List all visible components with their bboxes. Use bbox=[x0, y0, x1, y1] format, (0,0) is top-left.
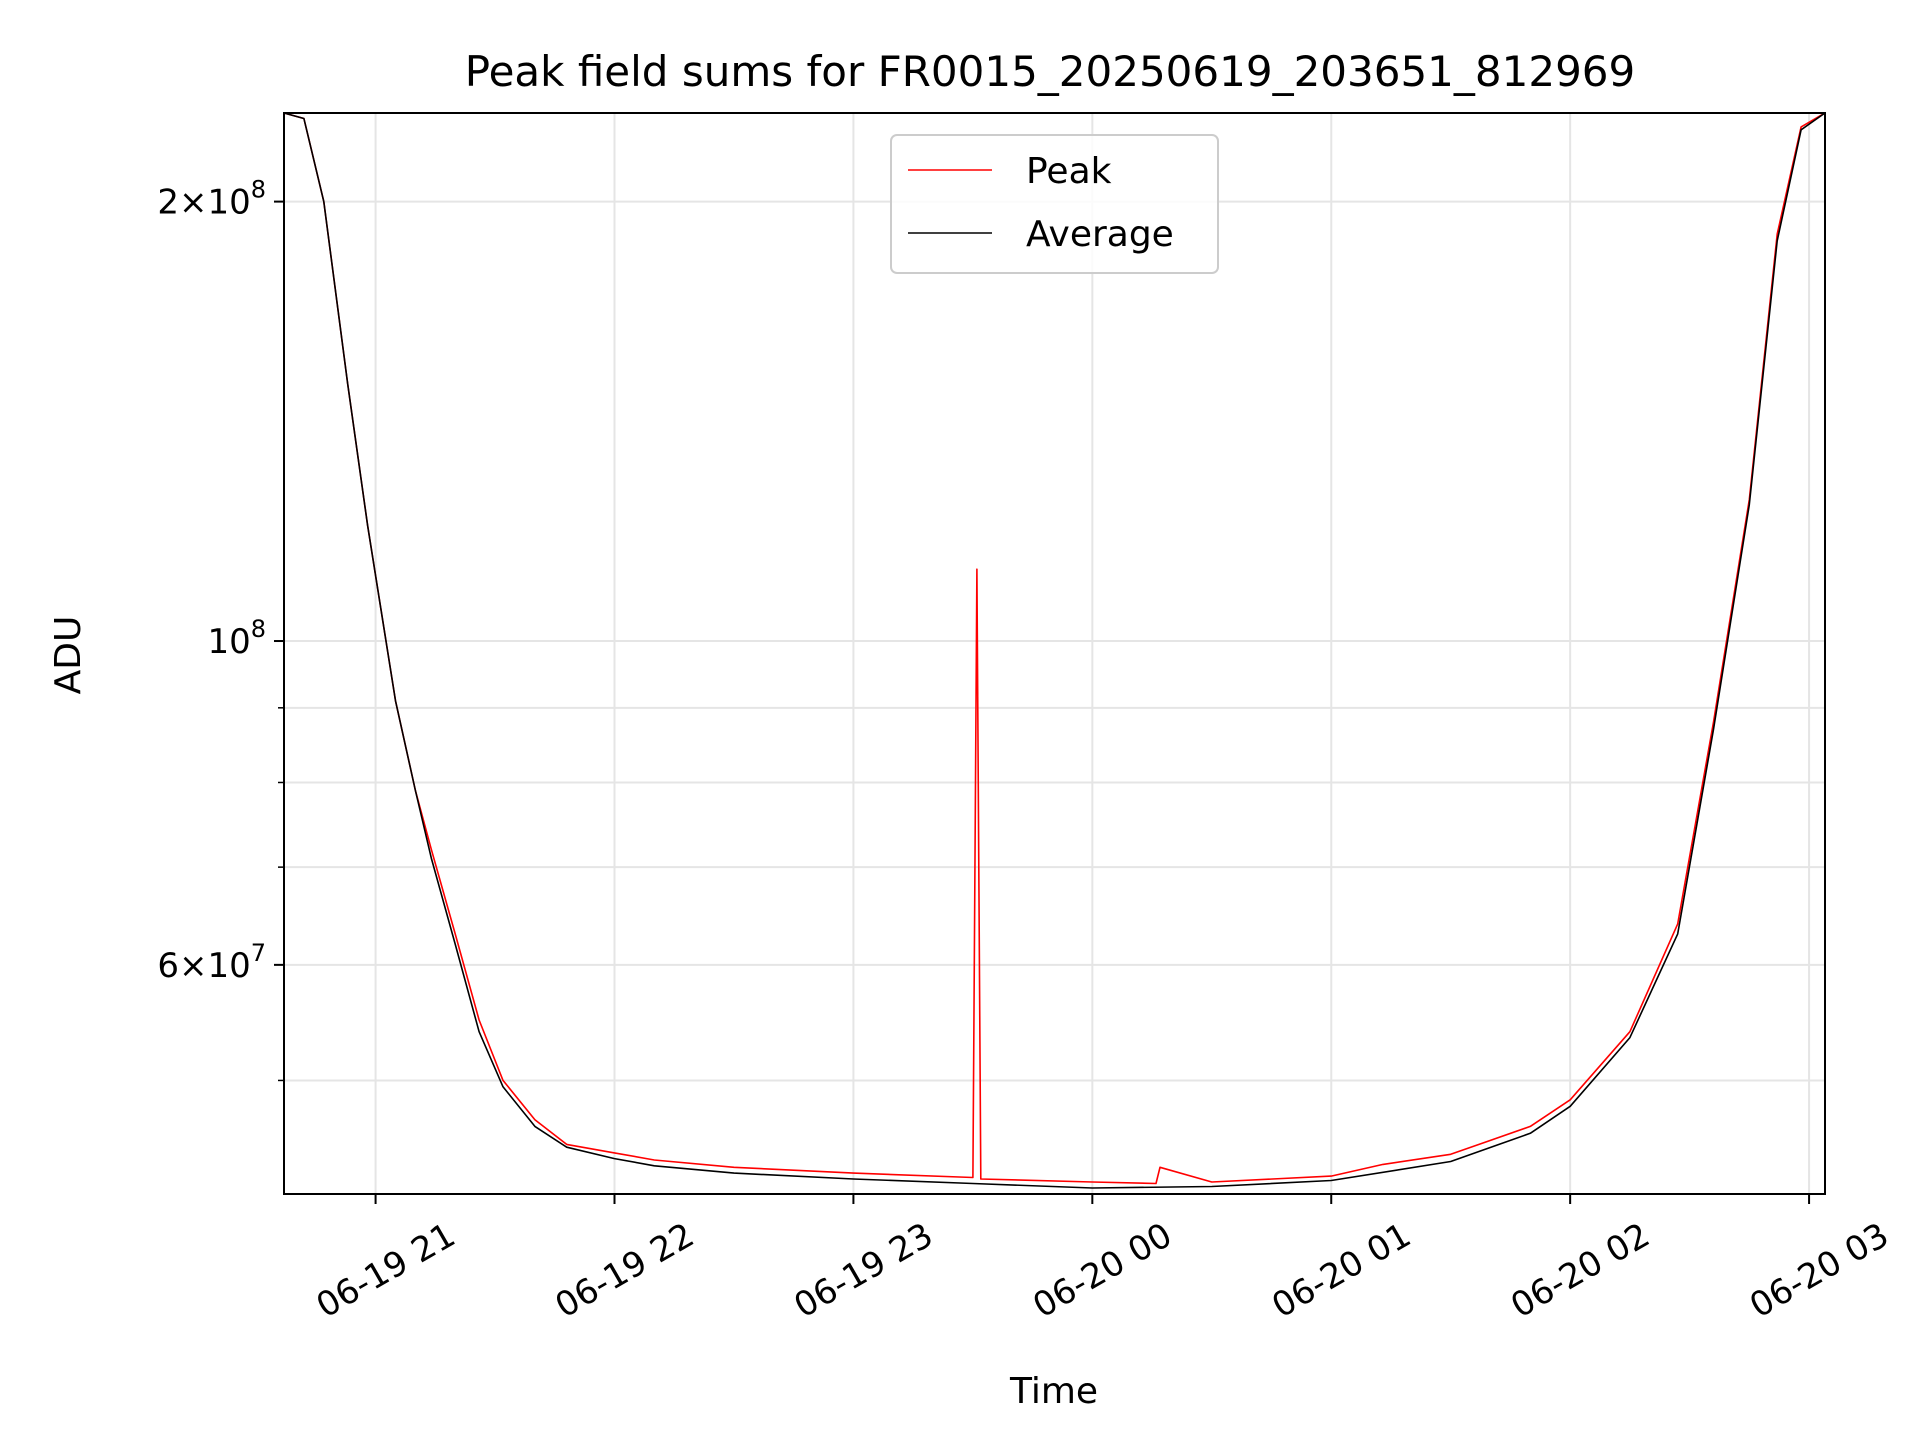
legend: Peak Average bbox=[890, 134, 1219, 274]
y-axis-label: ADU bbox=[48, 616, 89, 695]
series-line-average bbox=[283, 112, 1826, 1189]
y-tick-label: 2×108 bbox=[157, 176, 266, 223]
legend-label-peak: Peak bbox=[1026, 151, 1112, 192]
chart-title: Peak field sums for FR0015_20250619_2036… bbox=[465, 47, 1635, 96]
legend-label-average: Average bbox=[1026, 214, 1174, 255]
y-tick-label: 6×107 bbox=[157, 939, 266, 986]
series-lines bbox=[283, 112, 1826, 1189]
x-axis-label: Time bbox=[1009, 1371, 1098, 1412]
gridlines bbox=[284, 113, 1825, 1194]
plot-frame bbox=[283, 112, 1826, 1195]
